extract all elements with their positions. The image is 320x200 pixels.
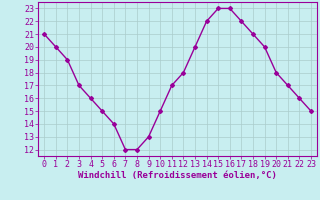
X-axis label: Windchill (Refroidissement éolien,°C): Windchill (Refroidissement éolien,°C) xyxy=(78,171,277,180)
